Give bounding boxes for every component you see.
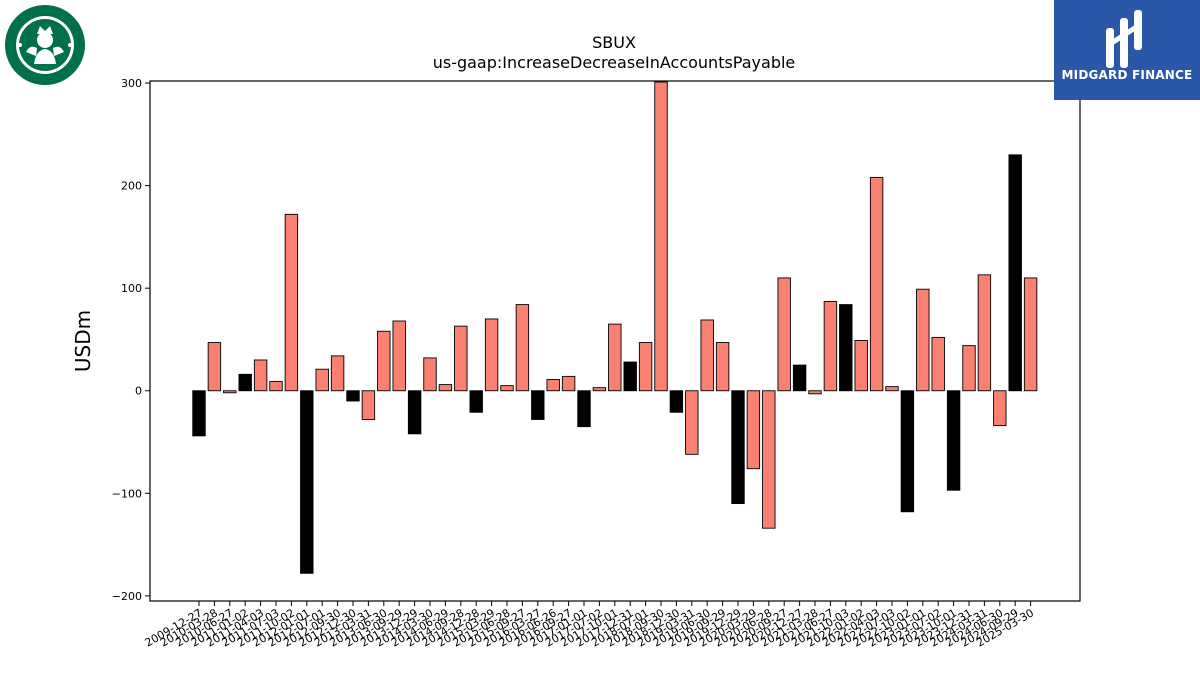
bar-2017-12-31	[623, 361, 637, 392]
chart-title-line-1: SBUX	[592, 33, 636, 52]
bar-2023-07-02	[931, 336, 945, 392]
bar-2011-10-02	[284, 213, 299, 392]
bar-2021-10-03	[839, 304, 853, 392]
bar-2016-09-27	[561, 375, 576, 392]
bar-2013-03-31	[361, 390, 376, 420]
bar-2017-01-01	[577, 390, 591, 428]
y-axis-ticks: −200 −100 0 100 200 300	[112, 77, 150, 603]
x-axis-ticks: 2009-12-272010-03-282010-06-272011-01-02…	[143, 601, 1036, 650]
bar-2020-12-27	[792, 364, 807, 392]
y-tick-label: −100	[112, 487, 142, 500]
bar-2023-12-31	[962, 345, 976, 392]
bar-2015-03-29	[484, 318, 499, 392]
bar-2022-04-03	[869, 176, 884, 392]
bar-2014-12-28	[469, 390, 483, 413]
midgard-finance-logo-icon: MIDGARD FINANCE	[1054, 0, 1200, 100]
bar-2010-03-28	[207, 342, 222, 392]
chart-title-line-2: us-gaap:IncreaseDecreaseInAccountsPayabl…	[433, 53, 796, 72]
bar-2019-06-30	[700, 319, 714, 392]
bar-2016-03-27	[531, 390, 545, 420]
bar-2025-03-30	[1023, 277, 1038, 392]
y-tick-label: 0	[135, 385, 142, 398]
bar-2018-07-01	[638, 342, 653, 392]
bar-2016-06-26	[546, 379, 560, 392]
bar-2019-03-31	[685, 390, 699, 455]
starbucks-siren-logo-icon	[4, 4, 86, 86]
bar-2024-03-31	[977, 274, 992, 392]
bar-2015-09-27	[515, 304, 530, 392]
bar-2024-09-29	[1008, 154, 1022, 392]
bar-2011-07-03	[269, 381, 283, 392]
bar-2009-12-27	[192, 390, 206, 437]
bar-2022-10-02	[900, 390, 915, 513]
y-tick-label: 300	[121, 77, 142, 90]
bar-2023-10-01	[946, 390, 961, 491]
bar-2020-06-28	[762, 390, 776, 529]
bar-2012-07-01	[315, 368, 329, 392]
bar-2011-01-02	[238, 373, 252, 392]
bar-2021-06-27	[823, 301, 838, 392]
midgard-finance-wordmark: MIDGARD FINANCE	[1061, 68, 1193, 82]
y-tick-label: −200	[112, 590, 142, 603]
bar-2023-01-01	[916, 288, 930, 392]
bar-2020-03-29	[746, 390, 761, 470]
bar-2012-09-30	[330, 355, 345, 392]
bar-2024-06-30	[993, 390, 1007, 427]
bar-2013-06-30	[377, 330, 391, 392]
bar-2022-07-03	[885, 386, 899, 392]
bar-2012-12-30	[346, 390, 360, 402]
bar-2018-09-30	[654, 81, 668, 392]
bar-2017-07-02	[592, 387, 607, 392]
bar-2020-09-27	[777, 277, 791, 392]
bar-2019-09-29	[715, 342, 730, 392]
bar-2011-04-03	[253, 359, 268, 392]
y-tick-label: 200	[121, 180, 142, 193]
bars-group	[192, 81, 1038, 574]
bar-2022-01-02	[854, 340, 868, 392]
bar-2017-10-01	[608, 323, 622, 392]
bar-2015-06-28	[500, 385, 514, 392]
y-axis-label: USDm	[71, 310, 95, 372]
bar-2010-06-27	[223, 390, 237, 394]
bar-2018-12-30	[669, 390, 684, 413]
bar-2019-12-29	[731, 390, 745, 505]
bar-2021-03-28	[808, 390, 822, 395]
bar-2013-09-29	[392, 320, 406, 392]
bar-2014-03-30	[423, 357, 437, 392]
bar-2013-12-29	[407, 390, 422, 435]
y-tick-label: 100	[121, 282, 142, 295]
bar-2012-01-01	[300, 390, 314, 574]
bar-2014-06-29	[438, 384, 453, 392]
bar-2014-09-28	[454, 325, 468, 392]
